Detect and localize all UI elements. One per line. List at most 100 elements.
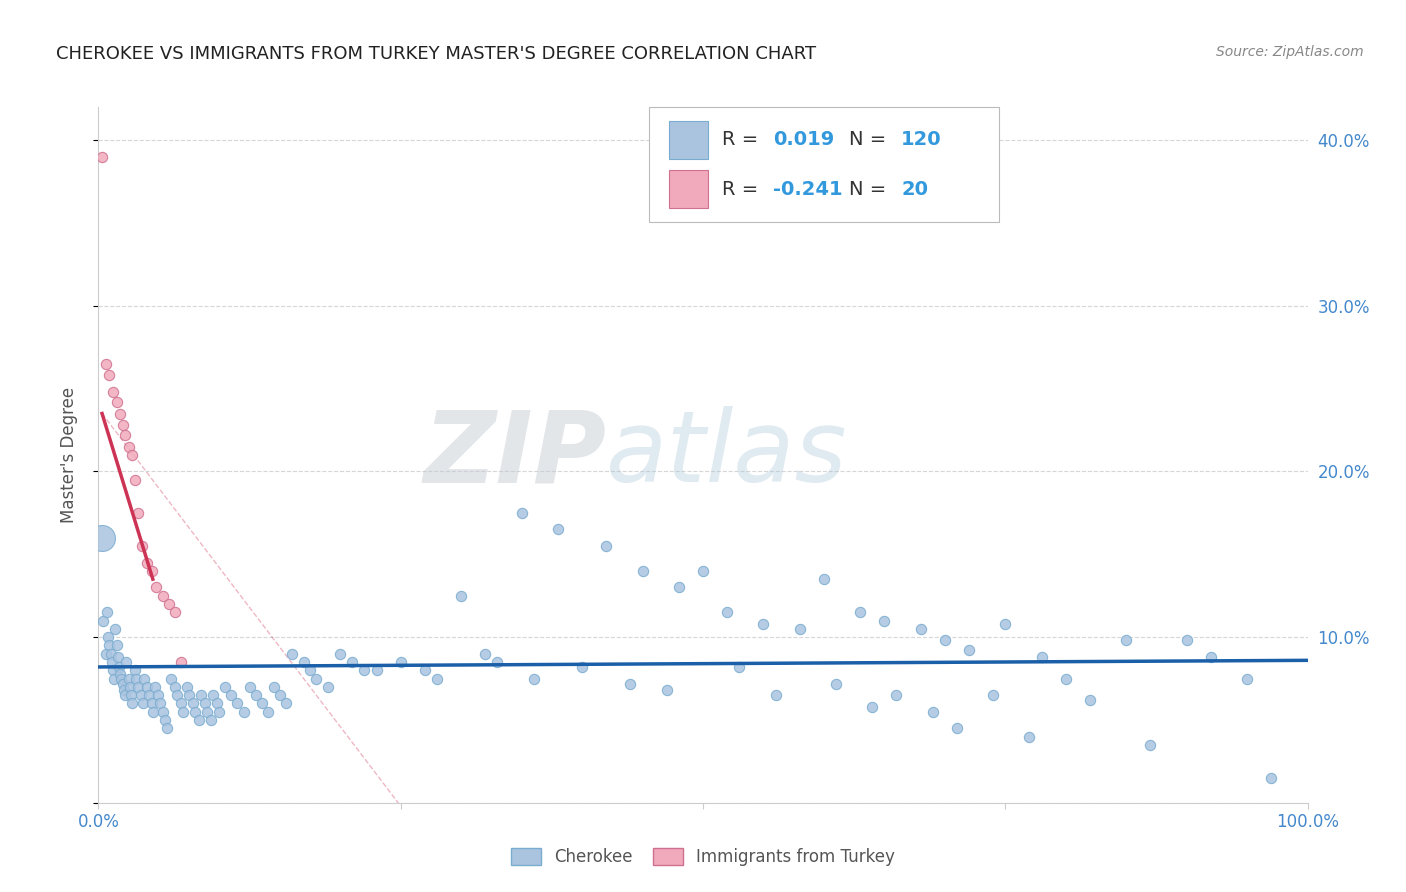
Bar (669, 120, 707, 159)
Point (94, 647, 117, 661)
Point (194, 697, 217, 711)
Point (125, 672, 148, 686)
Point (101, 384, 124, 399)
Point (921, 705, 943, 719)
Point (157, 597, 180, 611)
Point (145, 581, 167, 595)
Point (813, 572, 835, 586)
Point (1175, 633, 1198, 648)
Point (510, 506, 533, 520)
Point (96, 605, 118, 619)
Point (135, 556, 157, 570)
Point (169, 697, 191, 711)
Point (342, 655, 364, 669)
Point (179, 688, 201, 702)
Point (716, 605, 738, 619)
Point (281, 647, 304, 661)
Point (274, 697, 297, 711)
Text: N =: N = (849, 179, 893, 199)
Point (149, 697, 172, 711)
Point (91, 150, 114, 164)
Point (214, 680, 236, 694)
Point (100, 655, 122, 669)
Point (111, 676, 134, 690)
Point (299, 663, 322, 677)
Text: -0.241: -0.241 (773, 179, 842, 199)
Point (202, 688, 225, 702)
Bar (669, 170, 707, 208)
Text: 20: 20 (901, 179, 928, 199)
Point (305, 672, 328, 686)
Point (1139, 738, 1161, 752)
Point (114, 428, 136, 442)
Text: R =: R = (723, 179, 765, 199)
Point (873, 614, 896, 628)
Point (103, 672, 125, 686)
Point (752, 616, 775, 631)
Point (389, 655, 412, 669)
FancyBboxPatch shape (648, 107, 1000, 222)
Point (994, 616, 1017, 631)
Point (104, 622, 127, 636)
Point (934, 633, 956, 648)
Point (124, 663, 146, 677)
Point (169, 655, 191, 669)
Y-axis label: Master's Degree: Master's Degree (59, 387, 77, 523)
Point (619, 676, 641, 690)
Point (100, 647, 122, 661)
Point (163, 605, 186, 619)
Point (450, 589, 472, 603)
Point (115, 655, 138, 669)
Point (208, 705, 231, 719)
Point (486, 655, 509, 669)
Point (181, 697, 204, 711)
Point (184, 705, 207, 719)
Point (97, 630, 120, 644)
Point (152, 589, 174, 603)
Point (353, 663, 375, 677)
Point (121, 448, 143, 462)
Point (226, 697, 249, 711)
Point (101, 663, 124, 677)
Point (765, 688, 787, 702)
Point (107, 650, 129, 665)
Point (1236, 672, 1258, 686)
Point (886, 688, 908, 702)
Point (668, 581, 690, 595)
Point (1018, 730, 1040, 744)
Point (849, 605, 872, 619)
Point (108, 407, 131, 421)
Point (152, 705, 174, 719)
Point (316, 680, 339, 694)
Point (413, 663, 436, 677)
Point (121, 697, 143, 711)
Text: R =: R = (723, 130, 765, 149)
Point (245, 688, 267, 702)
Point (146, 688, 169, 702)
Point (366, 663, 388, 677)
Point (1115, 633, 1137, 648)
Point (571, 660, 593, 674)
Point (825, 676, 848, 690)
Point (132, 697, 155, 711)
Point (292, 655, 315, 669)
Point (329, 647, 352, 661)
Point (141, 697, 163, 711)
Point (789, 622, 811, 636)
Point (1078, 693, 1101, 707)
Point (124, 473, 146, 487)
Point (141, 564, 163, 578)
Point (256, 705, 278, 719)
Point (1054, 672, 1077, 686)
Point (118, 440, 141, 454)
Point (134, 672, 156, 686)
Point (474, 647, 496, 661)
Text: 0.019: 0.019 (773, 130, 834, 149)
Point (94, 357, 117, 371)
Point (692, 564, 714, 578)
Point (263, 680, 285, 694)
Point (108, 660, 131, 674)
Point (176, 680, 198, 694)
Point (98, 639, 121, 653)
Point (190, 688, 212, 702)
